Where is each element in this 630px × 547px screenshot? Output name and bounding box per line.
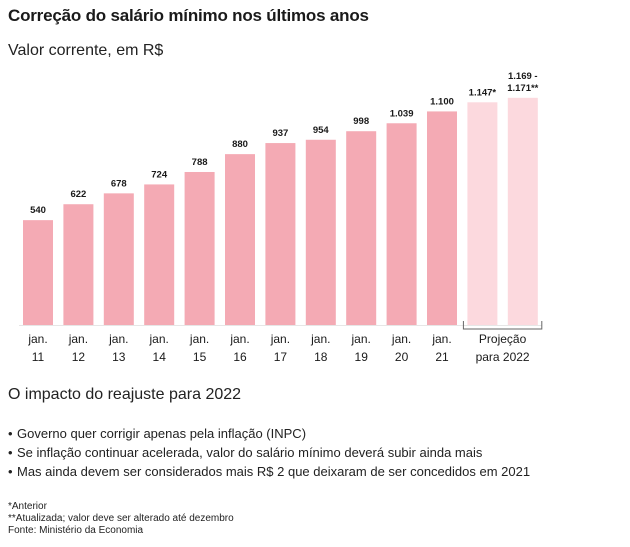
bar: [265, 143, 296, 325]
impact-bullet: • Governo quer corrigir apenas pela infla…: [8, 426, 307, 441]
bar: [507, 97, 538, 325]
data-label: 540: [30, 205, 46, 216]
data-label: 1.039: [390, 108, 414, 119]
data-label: 1.169 -: [508, 71, 538, 82]
bar: [386, 123, 417, 325]
bar: [23, 220, 53, 325]
data-label: 678: [111, 178, 127, 189]
projection-bracket: [462, 321, 543, 330]
bar: [144, 184, 175, 325]
impact-bullet: • Mas ainda devem ser considerados mais R…: [8, 464, 531, 479]
source-note: Fonte: Ministério da Economia: [8, 525, 144, 536]
data-label: 954: [313, 125, 330, 136]
x-tick-label: jan.: [270, 332, 290, 346]
x-tick-label: jan.: [149, 332, 169, 346]
data-label: 1.171**: [507, 83, 538, 94]
x-tick-label: 20: [395, 350, 409, 364]
bar: [184, 171, 215, 325]
x-tick-label: jan.: [68, 332, 88, 346]
x-tick-label: jan.: [310, 332, 330, 346]
x-tick-label: 12: [72, 350, 86, 364]
data-label: 998: [353, 116, 369, 127]
x-tick-label: 21: [435, 350, 449, 364]
impact-bullet-text: Se inflação continuar acelerada, valor d…: [17, 445, 483, 460]
chart-subtitle: Valor corrente, em R$: [8, 42, 164, 59]
x-tick-label: jan.: [351, 332, 371, 346]
bar: [467, 102, 498, 325]
impact-bullet-list: • Governo quer corrigir apenas pela infla…: [8, 424, 530, 481]
x-tick-label: 15: [193, 350, 207, 364]
data-label: 1.147*: [469, 87, 497, 98]
x-tick-label: 18: [314, 350, 328, 364]
x-tick-label: jan.: [229, 332, 249, 346]
impact-title: O impacto do reajuste para 2022: [8, 386, 242, 403]
impact-bullet-text: Mas ainda devem ser considerados mais R$…: [17, 464, 531, 479]
impact-bullet: • Se inflação continuar acelerada, valor …: [8, 445, 483, 460]
impact-bullet-text: Governo quer corrigir apenas pela inflaç…: [17, 426, 307, 441]
x-tick-label: 19: [355, 350, 369, 364]
projection-label: para 2022: [476, 350, 530, 364]
data-label: 937: [272, 128, 288, 139]
x-tick-label: 13: [112, 350, 126, 364]
footnote-anterior: *Anterior: [8, 501, 47, 512]
projection-label: Projeção: [479, 332, 527, 346]
bar: [225, 154, 255, 325]
bar: [63, 204, 94, 325]
bar: [427, 111, 457, 326]
bar-chart: 540 jan. 11 622 jan. 12 678 jan. 13 724 jan. 14 788 j…: [19, 71, 543, 364]
bar: [346, 131, 377, 325]
x-tick-label: 17: [274, 350, 288, 364]
bar: [305, 139, 336, 325]
x-tick-label: jan.: [108, 332, 128, 346]
bar: [103, 193, 134, 325]
x-tick-label: jan.: [27, 332, 47, 346]
x-tick-label: jan.: [189, 332, 209, 346]
x-tick-label: jan.: [391, 332, 411, 346]
x-tick-label: 16: [233, 350, 247, 364]
data-label: 1.100: [430, 96, 454, 107]
footnotes: *Anterior **Atualizada; valor deve ser a…: [8, 501, 234, 537]
x-tick-label: 11: [32, 350, 45, 364]
data-label: 724: [151, 169, 168, 180]
data-label: 622: [70, 189, 86, 200]
data-label: 880: [232, 139, 248, 150]
footnote-atualizada: **Atualizada; valor deve ser alterado at…: [8, 513, 234, 524]
chart-title: Correção do salário mínimo nos últimos a…: [8, 6, 369, 25]
x-tick-label: 14: [153, 350, 167, 364]
x-tick-label: jan.: [431, 332, 451, 346]
data-label: 788: [192, 157, 208, 168]
